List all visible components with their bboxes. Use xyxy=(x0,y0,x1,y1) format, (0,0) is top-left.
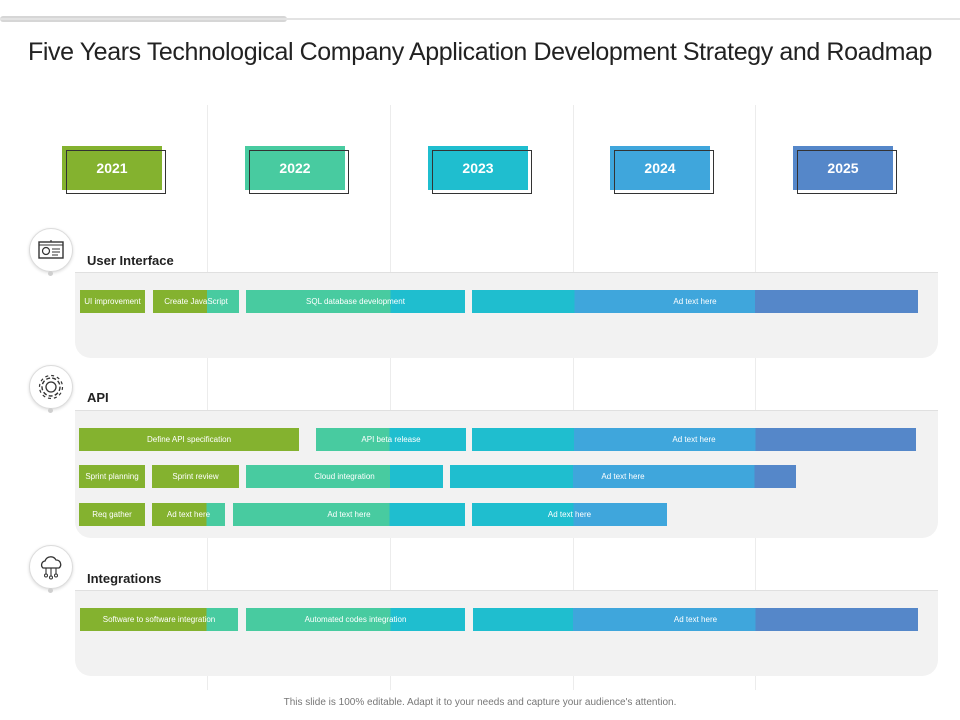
top-divider xyxy=(0,18,960,20)
icon-connector-dot xyxy=(48,588,53,593)
year-outline xyxy=(614,150,714,194)
gear-icon xyxy=(38,374,64,400)
year-outline xyxy=(66,150,166,194)
section-icon-badge xyxy=(29,228,73,272)
section-label-user-interface: User Interface xyxy=(87,253,174,268)
year-label: 2024 xyxy=(610,146,710,190)
year-outline xyxy=(432,150,532,194)
roadmap-bar: Ad text here xyxy=(473,608,918,631)
roadmap-bar: UI improvement xyxy=(80,290,145,313)
page-title: Five Years Technological Company Applica… xyxy=(27,38,933,66)
year-outline xyxy=(797,150,897,194)
section-divider xyxy=(75,410,938,411)
column-divider xyxy=(573,105,574,690)
section-divider xyxy=(75,272,938,273)
presentation-board-icon xyxy=(38,240,64,259)
roadmap-bar: Sprint planning xyxy=(79,465,145,488)
column-divider xyxy=(207,105,208,690)
section-panel-integrations xyxy=(75,590,938,676)
roadmap-bar: Ad text here xyxy=(472,290,918,313)
year-label: 2021 xyxy=(62,146,162,190)
column-divider xyxy=(390,105,391,690)
roadmap-bar: SQL database development xyxy=(246,290,465,313)
roadmap-bar: Req gather xyxy=(79,503,145,526)
year-outline xyxy=(249,150,349,194)
roadmap-bar: Cloud integration xyxy=(246,465,443,488)
year-header-2022: 2022 xyxy=(245,146,349,194)
column-divider xyxy=(755,105,756,690)
roadmap-bar: Ad text here xyxy=(472,428,916,451)
section-icon-badge xyxy=(29,545,73,589)
roadmap-bar: Automated codes integration xyxy=(246,608,465,631)
year-label: 2023 xyxy=(428,146,528,190)
year-header-2023: 2023 xyxy=(428,146,532,194)
year-label: 2025 xyxy=(793,146,893,190)
section-panel-user-interface xyxy=(75,272,938,358)
year-header-2025: 2025 xyxy=(793,146,897,194)
section-label-integrations: Integrations xyxy=(87,571,162,586)
roadmap-bar: Sprint review xyxy=(152,465,239,488)
roadmap-bar: Ad text here xyxy=(472,503,667,526)
roadmap-bar: Ad text here xyxy=(152,503,225,526)
roadmap-bar: Define API specification xyxy=(79,428,299,451)
section-icon-badge xyxy=(29,365,73,409)
section-divider xyxy=(75,590,938,591)
icon-connector-dot xyxy=(48,271,53,276)
roadmap-bar: Software to software integration xyxy=(80,608,238,631)
roadmap-bar: Create JavaScript xyxy=(153,290,239,313)
footer-note: This slide is 100% editable. Adapt it to… xyxy=(283,697,677,708)
year-label: 2022 xyxy=(245,146,345,190)
roadmap-bar: API beta release xyxy=(316,428,466,451)
icon-connector-dot xyxy=(48,408,53,413)
year-header-2024: 2024 xyxy=(610,146,714,194)
year-header-2021: 2021 xyxy=(62,146,166,194)
roadmap-bar: Ad text here xyxy=(233,503,465,526)
section-label-api: API xyxy=(87,390,109,405)
roadmap-bar: Ad text here xyxy=(450,465,796,488)
cloud-network-icon xyxy=(40,556,62,580)
